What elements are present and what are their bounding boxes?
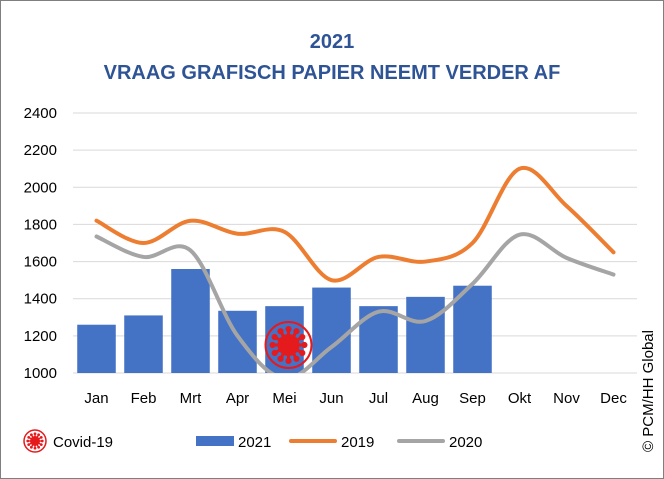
bar	[406, 296, 445, 373]
x-axis: Jan Feb Mrt Apr Mei Jun Jul Aug Sep Okt Nov Dec	[84, 390, 627, 407]
legend-label: 2020	[449, 434, 482, 451]
x-tick-label: Jun	[319, 390, 343, 407]
bar	[124, 315, 163, 373]
y-tick-label: 2000	[24, 179, 57, 196]
y-tick-label: 2200	[24, 142, 57, 159]
chart-title: 2021	[310, 31, 355, 53]
bar	[77, 324, 116, 373]
x-tick-label: Feb	[131, 390, 157, 407]
legend-item: 2021	[196, 434, 271, 451]
series-line-2020	[94, 232, 616, 373]
legend-covid: Covid-19	[23, 429, 113, 453]
y-axis: 1000 1200 1400 1600 1800 2000 2200 2400	[24, 105, 57, 382]
gridlines	[73, 112, 637, 374]
x-tick-label: Mrt	[180, 390, 202, 407]
bar	[453, 285, 492, 373]
x-tick-label: Sep	[459, 390, 486, 407]
source-credit: © PCM/HH Global	[640, 330, 657, 452]
y-tick-label: 1600	[24, 254, 57, 271]
chart-subtitle: VRAAG GRAFISCH PAPIER NEEMT VERDER AF	[104, 62, 561, 84]
coronavirus-icon	[26, 432, 44, 450]
x-tick-label: Dec	[600, 390, 627, 407]
y-tick-label: 1400	[24, 291, 57, 308]
covid-annotation	[264, 321, 313, 369]
bar	[359, 306, 398, 373]
legend-label: 2021	[238, 434, 271, 451]
y-tick-label: 1200	[24, 328, 57, 345]
legend-item: 2020	[397, 434, 482, 451]
x-tick-label: Mei	[272, 390, 296, 407]
x-tick-label: Jul	[369, 390, 388, 407]
x-tick-label: Aug	[412, 390, 439, 407]
x-tick-label: Okt	[508, 390, 532, 407]
covid-ring	[264, 321, 313, 369]
covid-legend-ring	[23, 429, 47, 453]
series-line-2019	[94, 165, 616, 283]
coronavirus-icon	[269, 325, 308, 365]
legend-label: Covid-19	[53, 434, 113, 451]
x-tick-label: Nov	[553, 390, 580, 407]
legend-label: 2019	[341, 434, 374, 451]
y-tick-label: 1000	[24, 365, 57, 382]
y-tick-label: 2400	[24, 105, 57, 122]
legend: Covid-19 2021 2019 2020	[23, 429, 482, 453]
legend-item: 2019	[289, 434, 374, 451]
y-tick-label: 1800	[24, 216, 57, 233]
plot-area	[77, 165, 616, 373]
bar	[171, 269, 210, 373]
x-tick-label: Jan	[84, 390, 108, 407]
bar	[218, 310, 257, 373]
x-tick-label: Apr	[226, 390, 249, 407]
legend-swatch	[196, 436, 234, 446]
